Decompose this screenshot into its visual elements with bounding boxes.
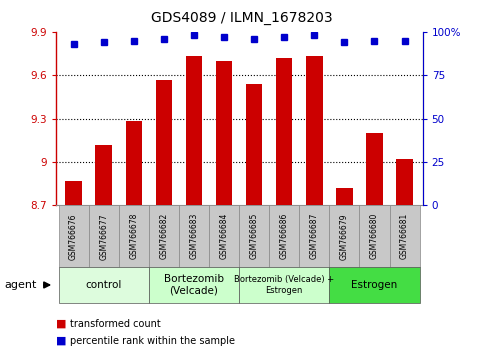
Bar <box>149 267 239 303</box>
Text: percentile rank within the sample: percentile rank within the sample <box>70 336 235 346</box>
Text: GSM766684: GSM766684 <box>220 213 228 259</box>
Bar <box>149 205 179 267</box>
Text: GSM766686: GSM766686 <box>280 213 289 259</box>
Text: GSM766679: GSM766679 <box>340 213 349 259</box>
Text: GSM766681: GSM766681 <box>400 213 409 259</box>
Bar <box>58 205 89 267</box>
Text: agent: agent <box>5 280 37 290</box>
Bar <box>329 267 420 303</box>
Bar <box>96 145 112 205</box>
Bar <box>156 80 172 205</box>
Bar <box>126 121 142 205</box>
Text: GDS4089 / ILMN_1678203: GDS4089 / ILMN_1678203 <box>151 11 332 25</box>
Bar <box>276 58 293 205</box>
Bar <box>239 205 269 267</box>
Bar <box>239 267 329 303</box>
Bar <box>269 205 299 267</box>
Bar <box>119 205 149 267</box>
Bar <box>209 205 239 267</box>
Bar <box>306 56 323 205</box>
Text: GSM766680: GSM766680 <box>370 213 379 259</box>
Text: ■: ■ <box>56 336 66 346</box>
Bar <box>89 205 119 267</box>
Bar <box>396 159 413 205</box>
Text: Bortezomib (Velcade) +
Estrogen: Bortezomib (Velcade) + Estrogen <box>234 275 334 295</box>
Text: GSM766687: GSM766687 <box>310 213 319 259</box>
Bar <box>216 61 232 205</box>
Bar <box>366 133 383 205</box>
Bar <box>185 56 202 205</box>
Bar <box>65 181 82 205</box>
Text: GSM766683: GSM766683 <box>189 213 199 259</box>
Bar <box>299 205 329 267</box>
Text: control: control <box>85 280 122 290</box>
Bar <box>246 84 262 205</box>
Text: GSM766677: GSM766677 <box>99 213 108 259</box>
Text: GSM766685: GSM766685 <box>250 213 258 259</box>
Bar <box>329 205 359 267</box>
Text: Bortezomib
(Velcade): Bortezomib (Velcade) <box>164 274 224 296</box>
Bar <box>58 267 149 303</box>
Bar <box>336 188 353 205</box>
Bar <box>179 205 209 267</box>
Text: Estrogen: Estrogen <box>351 280 398 290</box>
Bar <box>359 205 389 267</box>
Text: ■: ■ <box>56 319 66 329</box>
Text: transformed count: transformed count <box>70 319 161 329</box>
Text: GSM766682: GSM766682 <box>159 213 169 259</box>
Text: GSM766676: GSM766676 <box>69 213 78 259</box>
Text: GSM766678: GSM766678 <box>129 213 138 259</box>
Bar <box>389 205 420 267</box>
